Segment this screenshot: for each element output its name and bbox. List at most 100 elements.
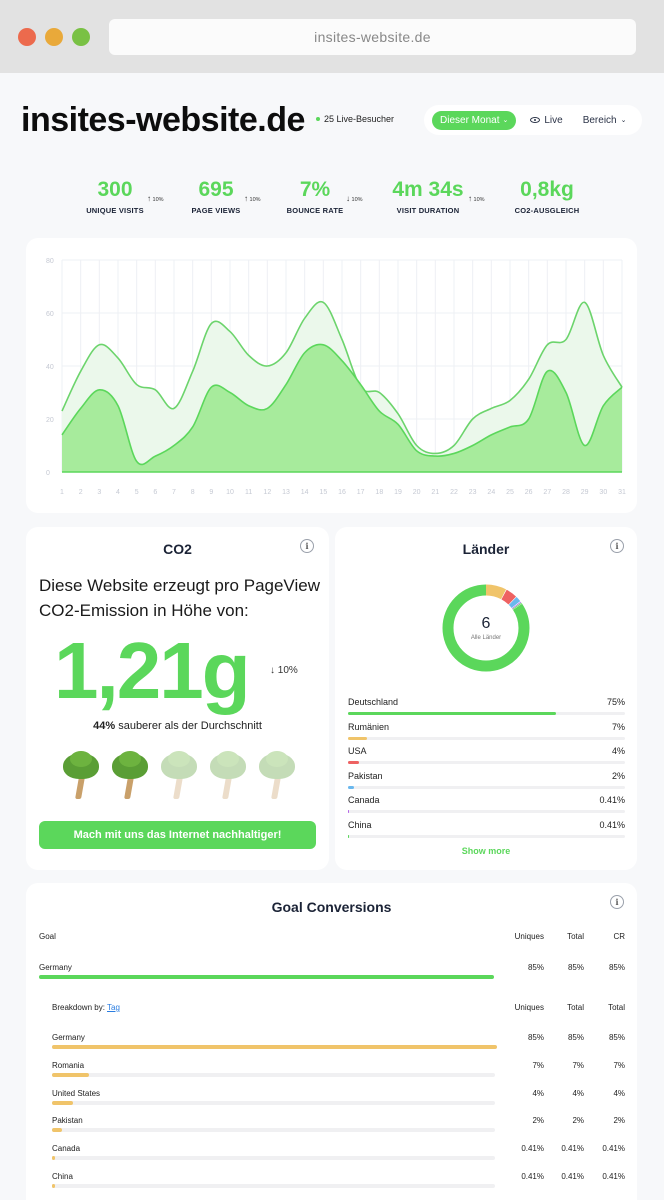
svg-text:23: 23 (469, 489, 477, 496)
tree-icon (111, 751, 149, 801)
svg-text:13: 13 (282, 489, 290, 496)
svg-text:11: 11 (245, 489, 252, 496)
stat-label: CO2-AUSGLEICH (514, 206, 580, 215)
arrow-up-icon: ↑ (147, 194, 151, 203)
breakdown-uniques-header[interactable]: Uniques (514, 1003, 544, 1012)
tree-icon (62, 751, 100, 801)
svg-text:22: 22 (450, 489, 458, 496)
range-label: Bereich (582, 114, 617, 126)
co2-value: 1,21g (54, 626, 251, 715)
svg-text:1: 1 (60, 489, 64, 496)
breakdown-total-header[interactable]: Total (567, 1003, 584, 1012)
breakdown-row[interactable]: Romania 7% 7% 7% (52, 1061, 637, 1089)
goal-column-header: Goal (39, 932, 56, 941)
tree-icon (209, 751, 247, 801)
svg-text:6: 6 (153, 489, 157, 496)
breakdown-name: Canada (52, 1144, 81, 1154)
breakdown-bar (52, 1045, 497, 1049)
stat-change: ↑ 10% (468, 194, 485, 203)
country-pct: 0.41% (599, 795, 625, 805)
stat-change: ↓ 10% (346, 194, 363, 203)
stat-visit-duration[interactable]: 4m 34s VISIT DURATION ↑ 10% (390, 177, 484, 215)
svg-text:15: 15 (319, 489, 327, 496)
live-button[interactable]: Live (524, 115, 568, 126)
country-row[interactable]: Canada 0.41% (348, 795, 625, 820)
country-pct: 75% (606, 697, 625, 707)
stat-bounce-rate[interactable]: 7% BOUNCE RATE ↓ 10% (286, 177, 363, 215)
co2-comparison: 44% sauberer als der Durchschnitt (93, 720, 262, 732)
goal-row[interactable]: Germany 85% 85% 85% (39, 963, 625, 991)
period-dropdown[interactable]: Dieser Monat ⌄ (432, 110, 517, 130)
breakdown-name: United States (52, 1088, 101, 1098)
svg-text:26: 26 (525, 489, 533, 496)
breakdown-row[interactable]: United States 4% 4% 4% (52, 1089, 637, 1117)
stat-value: 300 (97, 178, 133, 201)
stat-change: ↑ 10% (147, 194, 164, 203)
country-name: Canada (348, 795, 380, 805)
svg-text:29: 29 (581, 489, 589, 496)
live-label: Live (544, 114, 563, 126)
info-icon[interactable]: i (610, 895, 624, 909)
svg-text:14: 14 (301, 489, 309, 496)
arrow-down-icon: ↓ (346, 194, 350, 203)
tree-icon (160, 751, 198, 801)
donut-center: 6 Alle Länder (470, 615, 502, 641)
breakdown-total2-header[interactable]: Total (608, 1003, 625, 1012)
stat-co2-offset[interactable]: 0,8kg CO2-AUSGLEICH (514, 177, 580, 215)
cr-column-header[interactable]: CR (613, 932, 625, 941)
breakdown-name: Pakistan (52, 1116, 83, 1126)
country-row[interactable]: Rumänien 7% (348, 722, 625, 747)
show-more-link[interactable]: Show more (461, 846, 511, 856)
sustainability-cta-button[interactable]: Mach mit uns das Internet nachhaltiger! (39, 821, 316, 849)
svg-text:31: 31 (618, 489, 626, 496)
info-icon[interactable]: i (300, 539, 314, 553)
svg-text:4: 4 (116, 489, 120, 496)
breakdown-row[interactable]: Canada 0.41% 0.41% 0.41% (52, 1144, 637, 1172)
live-dot-icon (316, 117, 320, 121)
svg-text:8: 8 (191, 489, 195, 496)
page-header: insites-website.de 25 Live-Besucher Dies… (0, 73, 664, 168)
svg-text:16: 16 (338, 489, 346, 496)
minimize-window-button[interactable] (45, 28, 63, 46)
tree-rating (62, 751, 296, 801)
breakdown-row[interactable]: Germany 85% 85% 85% (52, 1033, 637, 1061)
svg-text:40: 40 (46, 364, 54, 371)
range-dropdown[interactable]: Bereich ⌄ (577, 115, 633, 126)
address-bar[interactable]: insites-website.de (109, 19, 636, 55)
country-name: Pakistan (348, 770, 383, 781)
svg-text:12: 12 (263, 489, 271, 496)
stat-page-views[interactable]: 695 PAGE VIEWS ↑ 10% (190, 177, 261, 215)
total-column-header[interactable]: Total (567, 932, 584, 941)
breakdown-tag-link[interactable]: Tag (107, 1003, 120, 1012)
maximize-window-button[interactable] (72, 28, 90, 46)
svg-text:2: 2 (79, 489, 83, 496)
stat-change: ↑ 10% (244, 194, 261, 203)
country-row[interactable]: Pakistan 2% (348, 771, 625, 796)
co2-title: CO2 (163, 541, 192, 557)
stat-unique-visits[interactable]: 300 UNIQUE VISITS ↑ 10% (85, 177, 163, 215)
breakdown-name: Romania (52, 1060, 85, 1070)
svg-text:19: 19 (394, 489, 402, 496)
country-row[interactable]: China 0.41% (348, 820, 625, 845)
country-list: Deutschland 75% Rumänien 7% USA 4% Pakistan 2% C… (348, 697, 625, 844)
countries-donut-chart[interactable] (441, 583, 531, 673)
close-window-button[interactable] (18, 28, 36, 46)
country-name: Rumänien (348, 721, 390, 732)
breakdown-row[interactable]: Pakistan 2% 2% 2% (52, 1116, 637, 1144)
info-icon[interactable]: i (610, 539, 624, 553)
live-visitors-label: 25 Live-Besucher (324, 114, 395, 124)
page-title: insites-website.de (21, 101, 305, 139)
svg-text:10: 10 (226, 489, 234, 496)
uniques-column-header[interactable]: Uniques (514, 932, 544, 941)
goal-bar (39, 975, 494, 979)
country-bar (348, 712, 556, 715)
breakdown-row[interactable]: China 0.41% 0.41% 0.41% (52, 1172, 637, 1200)
countries-title: Länder (462, 541, 510, 557)
country-pct: 0.41% (599, 819, 625, 830)
country-row[interactable]: USA 4% (348, 746, 625, 771)
country-bar-track (348, 785, 625, 789)
country-row[interactable]: Deutschland 75% (348, 697, 625, 722)
stat-value: 0,8kg (520, 178, 574, 201)
country-bar-track (348, 736, 625, 740)
